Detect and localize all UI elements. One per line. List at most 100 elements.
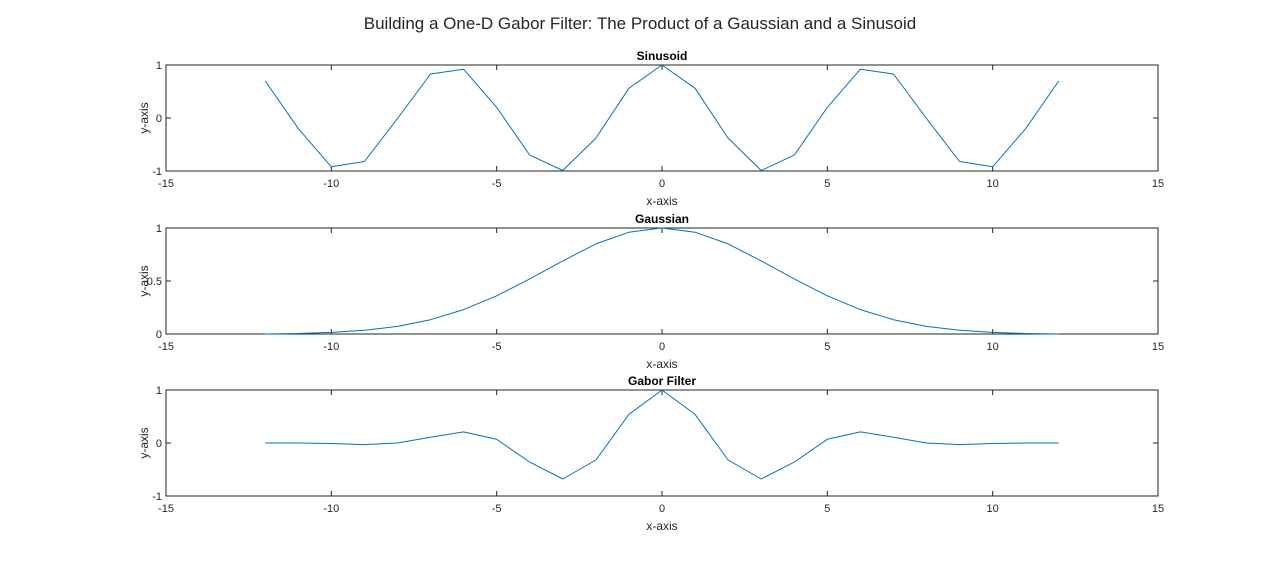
y-tick-label: 1 <box>156 223 162 235</box>
data-point <box>330 165 333 168</box>
data-point <box>793 461 796 464</box>
data-point <box>958 443 961 446</box>
data-point <box>958 160 961 163</box>
x-tick-label: -5 <box>492 341 502 353</box>
subplot-title: Gabor Filter <box>628 374 696 388</box>
data-point <box>495 294 498 297</box>
series-line <box>265 389 1059 480</box>
x-tick-label: 10 <box>987 178 999 190</box>
data-point <box>429 436 432 439</box>
x-tick-label: 10 <box>987 503 999 515</box>
data-point <box>495 106 498 109</box>
x-tick-label: -10 <box>323 178 339 190</box>
y-tick-label: 0 <box>156 329 162 341</box>
y-tick-label: 1 <box>156 385 162 397</box>
y-tick-label: -1 <box>152 166 162 178</box>
data-point <box>793 154 796 157</box>
data-point <box>760 478 763 481</box>
data-point <box>892 318 895 321</box>
data-point <box>694 413 697 416</box>
y-tick-label: 0 <box>156 113 162 125</box>
data-point <box>297 442 300 445</box>
data-point <box>561 259 564 262</box>
data-point <box>991 165 994 168</box>
data-point <box>661 227 664 230</box>
data-point <box>627 87 630 90</box>
data-point <box>859 430 862 433</box>
x-tick-label: 15 <box>1152 503 1164 515</box>
data-point <box>1057 79 1060 82</box>
data-point <box>363 329 366 332</box>
data-point <box>727 242 730 245</box>
x-tick-label: 0 <box>659 503 665 515</box>
data-point <box>330 442 333 445</box>
data-point <box>396 117 399 120</box>
data-point <box>528 154 531 157</box>
data-point <box>462 68 465 71</box>
axes-box <box>165 64 1159 172</box>
data-point <box>594 242 597 245</box>
subplot-2: -15 -10 -5 0 5 10 15 0 0.5 1 Gaussian x-axis y-axis <box>137 212 1164 371</box>
data-point <box>991 442 994 445</box>
data-point <box>727 458 730 461</box>
data-point <box>958 329 961 332</box>
y-axis-label: y-axis <box>137 102 151 133</box>
y-tick-label: 0.5 <box>147 276 162 288</box>
x-tick-label: -15 <box>158 178 174 190</box>
x-tick-label: -10 <box>323 341 339 353</box>
series-line <box>265 227 1059 335</box>
figure-title: Building a One-D Gabor Filter: The Produ… <box>363 14 917 33</box>
data-point <box>594 137 597 140</box>
data-point <box>297 332 300 335</box>
subplot-title: Sinusoid <box>637 49 688 63</box>
data-point <box>429 73 432 76</box>
x-tick-label: -15 <box>158 341 174 353</box>
data-point <box>627 231 630 234</box>
data-point <box>1024 442 1027 445</box>
data-point <box>793 277 796 280</box>
x-tick-label: 10 <box>987 341 999 353</box>
x-tick-label: -5 <box>492 503 502 515</box>
series-line <box>264 64 1060 171</box>
data-point <box>1024 127 1027 130</box>
data-point <box>826 106 829 109</box>
x-axis-label: x-axis <box>646 519 677 533</box>
x-tick-label: 5 <box>824 503 830 515</box>
x-tick-label: 0 <box>659 341 665 353</box>
y-tick-label: 0 <box>156 438 162 450</box>
data-point <box>1057 442 1060 445</box>
data-point <box>264 79 267 82</box>
data-point <box>363 443 366 446</box>
x-tick-label: 0 <box>659 178 665 190</box>
data-point <box>330 331 333 334</box>
data-point <box>925 117 928 120</box>
x-tick-label: 5 <box>824 178 830 190</box>
data-point <box>264 442 267 445</box>
data-point <box>627 413 630 416</box>
data-point <box>859 68 862 71</box>
data-point <box>528 461 531 464</box>
data-point <box>396 442 399 445</box>
data-point <box>925 325 928 328</box>
data-point <box>396 325 399 328</box>
x-tick-label: 15 <box>1152 341 1164 353</box>
data-point <box>561 169 564 172</box>
data-point <box>826 294 829 297</box>
x-tick-label: 15 <box>1152 178 1164 190</box>
y-tick-label: -1 <box>152 491 162 503</box>
data-point <box>727 137 730 140</box>
data-point <box>694 231 697 234</box>
y-tick-label: 1 <box>156 60 162 72</box>
data-point <box>363 160 366 163</box>
data-point <box>297 127 300 130</box>
data-point <box>462 430 465 433</box>
data-point <box>661 64 664 67</box>
y-axis-label: y-axis <box>137 427 151 458</box>
data-point <box>892 73 895 76</box>
x-axis-label: x-axis <box>646 357 677 371</box>
data-point <box>1057 333 1060 336</box>
data-point <box>495 438 498 441</box>
